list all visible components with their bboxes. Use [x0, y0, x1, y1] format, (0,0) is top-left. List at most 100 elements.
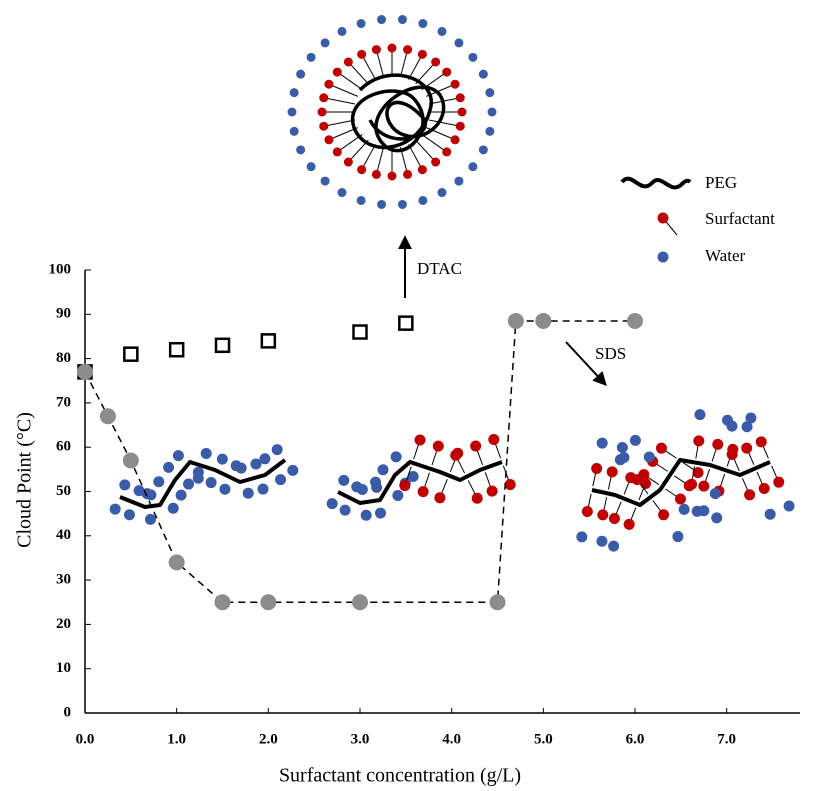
y-tick-label: 90	[56, 306, 71, 322]
legend-label: Water	[705, 246, 745, 265]
x-tick-label: 2.0	[259, 731, 278, 747]
water-dot	[487, 107, 497, 117]
surfactant-head	[655, 442, 667, 454]
water-dot	[271, 444, 283, 456]
water-dot	[397, 15, 407, 25]
circle-point	[352, 594, 368, 611]
circle-point	[627, 312, 643, 329]
water-dot	[691, 505, 703, 517]
water-dot	[485, 88, 495, 98]
surfactant-tail	[408, 144, 423, 170]
square-point	[260, 333, 277, 349]
surfactant-head	[773, 476, 785, 488]
surfactant-head	[332, 147, 342, 157]
water-dot	[478, 69, 488, 79]
surfactant-head	[431, 57, 441, 67]
surfactant-head	[686, 478, 698, 490]
surfactant-tail	[428, 97, 461, 105]
water-dot	[390, 451, 402, 463]
water-dot	[377, 199, 387, 209]
y-tick-label: 10	[56, 660, 71, 676]
surfactant-head	[744, 489, 756, 501]
water-dot	[175, 489, 187, 501]
water-dot	[741, 421, 753, 433]
legend-label: Surfactant	[705, 209, 775, 228]
water-dot	[144, 513, 156, 525]
water-dot	[377, 464, 389, 476]
surfactant-tail	[399, 49, 409, 78]
water-dot	[356, 19, 366, 29]
x-axis-title: Surfactant concentration (g/L)	[279, 765, 521, 787]
surfactant-head	[417, 165, 427, 175]
water-dot	[216, 453, 228, 465]
circle-point	[489, 594, 506, 611]
surfactant-head	[755, 436, 767, 448]
surfactant-head	[658, 509, 670, 521]
y-tick-label: 40	[56, 527, 71, 543]
circle-point	[168, 554, 185, 571]
surfactant-tail	[361, 144, 376, 170]
surfactant-head	[450, 135, 460, 145]
water-dot	[454, 38, 464, 48]
surfactant-tail	[328, 83, 358, 97]
water-dot	[339, 504, 351, 516]
surfactant-head	[470, 440, 482, 452]
water-dot	[259, 453, 271, 465]
circle-point	[122, 452, 139, 469]
circle-point	[507, 312, 524, 329]
surfactant-head	[434, 492, 446, 504]
illustrations	[109, 15, 795, 552]
water-dot	[306, 52, 316, 62]
square-point	[168, 341, 185, 358]
x-tick-label: 5.0	[534, 731, 553, 747]
surfactant-head	[597, 509, 609, 521]
water-dot	[296, 145, 306, 155]
surfactant-head	[698, 480, 710, 492]
water-dot	[709, 488, 721, 500]
surfactant-tail	[361, 54, 376, 80]
y-tick-label: 20	[56, 616, 71, 632]
water-dot	[250, 458, 262, 470]
surfactant-head	[324, 135, 334, 145]
surfactant-tail	[347, 61, 369, 85]
water-dot	[370, 476, 382, 488]
y-tick-label: 100	[49, 261, 72, 277]
surfactant-head	[399, 480, 411, 492]
water-dot	[608, 540, 620, 552]
surfactant-tail	[375, 146, 385, 175]
water-dot	[109, 503, 121, 515]
water-dot	[783, 500, 795, 512]
surfactant-head	[455, 121, 465, 131]
surfactant-head	[324, 79, 334, 89]
y-tick-label: 50	[56, 483, 71, 499]
water-dot	[287, 107, 297, 117]
water-dot	[326, 498, 338, 510]
surfactant-head	[417, 486, 429, 498]
x-tick-label: 0.0	[76, 731, 95, 747]
water-dot	[485, 126, 495, 136]
peg-chain	[119, 458, 287, 509]
water-dot	[397, 199, 407, 209]
y-tick-label: 70	[56, 394, 71, 410]
square-point	[123, 346, 139, 362]
surfactant-head	[712, 438, 724, 450]
water-dot	[320, 38, 330, 48]
surfactant-head	[741, 442, 753, 454]
water-dot	[764, 508, 776, 520]
surfactant-head	[581, 505, 593, 517]
water-dot	[745, 412, 757, 424]
water-dot	[576, 531, 588, 543]
surfactant-head	[332, 67, 342, 77]
water-dot	[694, 409, 706, 421]
surfactant-head	[431, 157, 441, 167]
water-dot	[287, 464, 299, 476]
surfactant-head	[504, 479, 516, 491]
surfactant-tail	[415, 139, 437, 163]
surfactant-head	[488, 433, 500, 445]
annotation: SDS	[595, 344, 626, 363]
legend-label: PEG	[705, 173, 737, 192]
surfactant-head	[693, 435, 705, 447]
surfactant-head	[608, 512, 620, 524]
water-dot	[296, 69, 306, 79]
surfactant-head	[726, 448, 738, 460]
